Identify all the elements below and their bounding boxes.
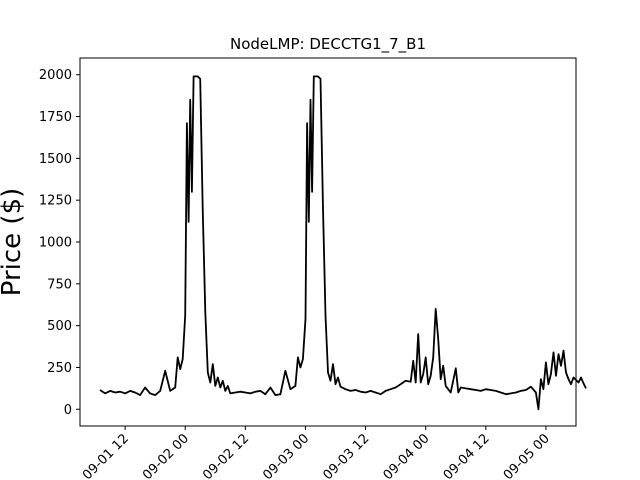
plot-frame bbox=[79, 57, 577, 427]
chart-title: NodeLMP: DECCTG1_7_B1 bbox=[230, 35, 426, 54]
y-tick-label: 1000 bbox=[39, 236, 72, 251]
y-tick-label: 500 bbox=[47, 319, 72, 334]
y-tick-label: 2000 bbox=[39, 68, 72, 83]
y-tick-label: 250 bbox=[47, 361, 72, 376]
y-tick-label: 0 bbox=[64, 403, 72, 418]
price-series-line bbox=[99, 75, 587, 411]
y-tick-label: 750 bbox=[47, 277, 72, 292]
y-tick-label: 1750 bbox=[39, 110, 72, 125]
y-axis-label: Price ($) bbox=[0, 188, 27, 297]
y-tick-label: 1500 bbox=[39, 152, 72, 167]
y-tick-label: 1250 bbox=[39, 194, 72, 209]
